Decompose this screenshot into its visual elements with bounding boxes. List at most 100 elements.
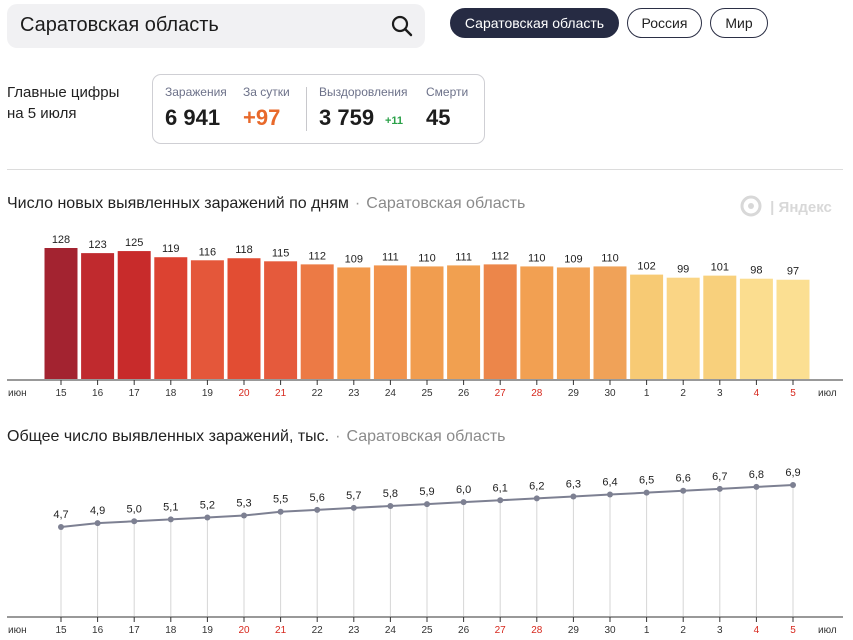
data-point-22 [314, 506, 321, 513]
bar-value-label: 118 [235, 244, 253, 256]
point-value-label: 6,3 [566, 478, 581, 490]
headline-date: на 5 июля [7, 105, 77, 122]
search-query: Саратовская область [20, 14, 219, 36]
search-input[interactable]: Саратовская область [7, 4, 425, 48]
stat-infections-label: Заражения [165, 85, 227, 99]
x-tick-label: 18 [165, 388, 177, 399]
x-axis-end-label: июл [818, 388, 837, 399]
x-tick-label: 20 [238, 388, 250, 399]
data-point-18 [167, 516, 174, 523]
bar-20 [227, 258, 261, 379]
x-tick-label: 26 [458, 625, 470, 636]
daily-chart-title-text: Число новых выявленных заражений по дням [7, 195, 349, 212]
stat-recovered-value: 3 759 [319, 105, 375, 130]
data-point-5 [790, 482, 796, 488]
x-tick-label: 30 [604, 388, 616, 399]
point-value-label: 5,3 [236, 498, 251, 510]
point-value-label: 6,2 [529, 480, 544, 492]
bar-value-label: 125 [125, 237, 143, 249]
x-tick-label: 28 [531, 388, 543, 399]
x-tick-label: 25 [421, 388, 433, 399]
point-value-label: 4,9 [90, 505, 105, 517]
point-value-label: 6,8 [749, 469, 764, 481]
x-tick-label: 25 [421, 625, 433, 636]
x-tick-label: 2 [680, 625, 686, 636]
bar-22 [300, 264, 334, 379]
x-tick-label: 30 [604, 625, 616, 636]
bar-value-label: 110 [601, 252, 619, 264]
data-point-3 [716, 485, 723, 492]
x-tick-label: 20 [238, 625, 250, 636]
bar-2 [666, 277, 700, 379]
x-tick-label: 18 [165, 625, 177, 636]
x-tick-label: 16 [92, 388, 104, 399]
stat-daily-value: +97 [243, 105, 281, 130]
bar-value-label: 119 [162, 243, 180, 255]
stat-infections: Заражения 6 941 [165, 85, 227, 131]
point-value-label: 5,0 [127, 503, 142, 515]
point-value-label: 4,7 [53, 509, 68, 521]
headline: Главные цифры на 5 июля [7, 82, 119, 124]
point-value-label: 6,9 [785, 467, 800, 479]
x-tick-label: 4 [754, 625, 760, 636]
point-value-label: 6,5 [639, 475, 654, 487]
x-tick-label: 23 [348, 388, 360, 399]
bar-value-label: 109 [564, 253, 582, 265]
x-tick-label: 24 [385, 625, 397, 636]
point-value-label: 5,6 [310, 492, 325, 504]
x-axis-start-label: июн [8, 388, 27, 399]
data-point-26 [460, 499, 467, 506]
yandex-watermark: | Яндекс [740, 195, 832, 217]
tab-world[interactable]: Мир [710, 8, 768, 38]
x-tick-label: 15 [55, 388, 67, 399]
bar-19 [190, 260, 224, 379]
bar-value-label: 102 [637, 261, 655, 273]
bar-18 [154, 257, 188, 379]
point-value-label: 5,8 [383, 488, 398, 500]
x-tick-label: 17 [129, 625, 141, 636]
data-point-15 [58, 524, 64, 530]
x-tick-label: 29 [568, 625, 580, 636]
stat-recovered-daily: +11 [385, 115, 404, 127]
bar-value-label: 110 [418, 252, 436, 264]
data-point-29 [570, 493, 577, 500]
data-point-16 [94, 520, 101, 527]
bar-value-label: 111 [382, 251, 399, 263]
data-point-19 [204, 514, 211, 521]
search-icon[interactable] [391, 15, 413, 37]
x-tick-label: 29 [568, 388, 580, 399]
x-tick-label: 5 [790, 625, 796, 636]
stats-divider [306, 87, 307, 131]
bar-value-label: 101 [711, 262, 729, 274]
tab-saratov-region[interactable]: Саратовская область [450, 8, 619, 38]
bar-value-label: 115 [272, 247, 290, 259]
data-point-20 [241, 512, 247, 519]
tab-russia[interactable]: Россия [627, 8, 702, 38]
bar-23 [337, 267, 371, 379]
bar-value-label: 112 [308, 250, 326, 262]
stat-deaths-value: 45 [426, 105, 451, 130]
bar-value-label: 97 [787, 266, 799, 278]
bar-27 [483, 264, 517, 379]
bar-value-label: 99 [677, 264, 689, 276]
total-infections-chart: 4,7 4,9 5,0 5,1 5,2 5,3 5,5 5,6 5,7 5,8 5,9 6,0 6,1 6… [7, 467, 843, 636]
x-tick-label: 28 [531, 625, 543, 636]
point-value-label: 5,9 [419, 486, 434, 498]
x-tick-label: 22 [312, 388, 324, 399]
bar-25 [410, 266, 444, 379]
bar-24 [373, 265, 407, 379]
yandex-logo-icon [740, 195, 762, 217]
bar-15 [44, 248, 78, 379]
data-point-4 [753, 483, 760, 490]
bar-value-label: 128 [52, 234, 70, 246]
bar-30 [593, 266, 627, 379]
x-tick-label: 27 [495, 388, 507, 399]
daily-chart-region: Саратовская область [366, 195, 526, 212]
x-tick-label: 19 [202, 388, 214, 399]
stat-daily-label: За сутки [243, 85, 290, 99]
key-figures-panel: Заражения 6 941 За сутки +97 Выздоровлен… [152, 74, 485, 144]
point-value-label: 6,1 [493, 482, 508, 494]
total-chart-title: Общее число выявленных заражений, тыс. · С… [7, 428, 506, 445]
bar-1 [630, 274, 664, 379]
x-tick-label: 21 [275, 625, 287, 636]
